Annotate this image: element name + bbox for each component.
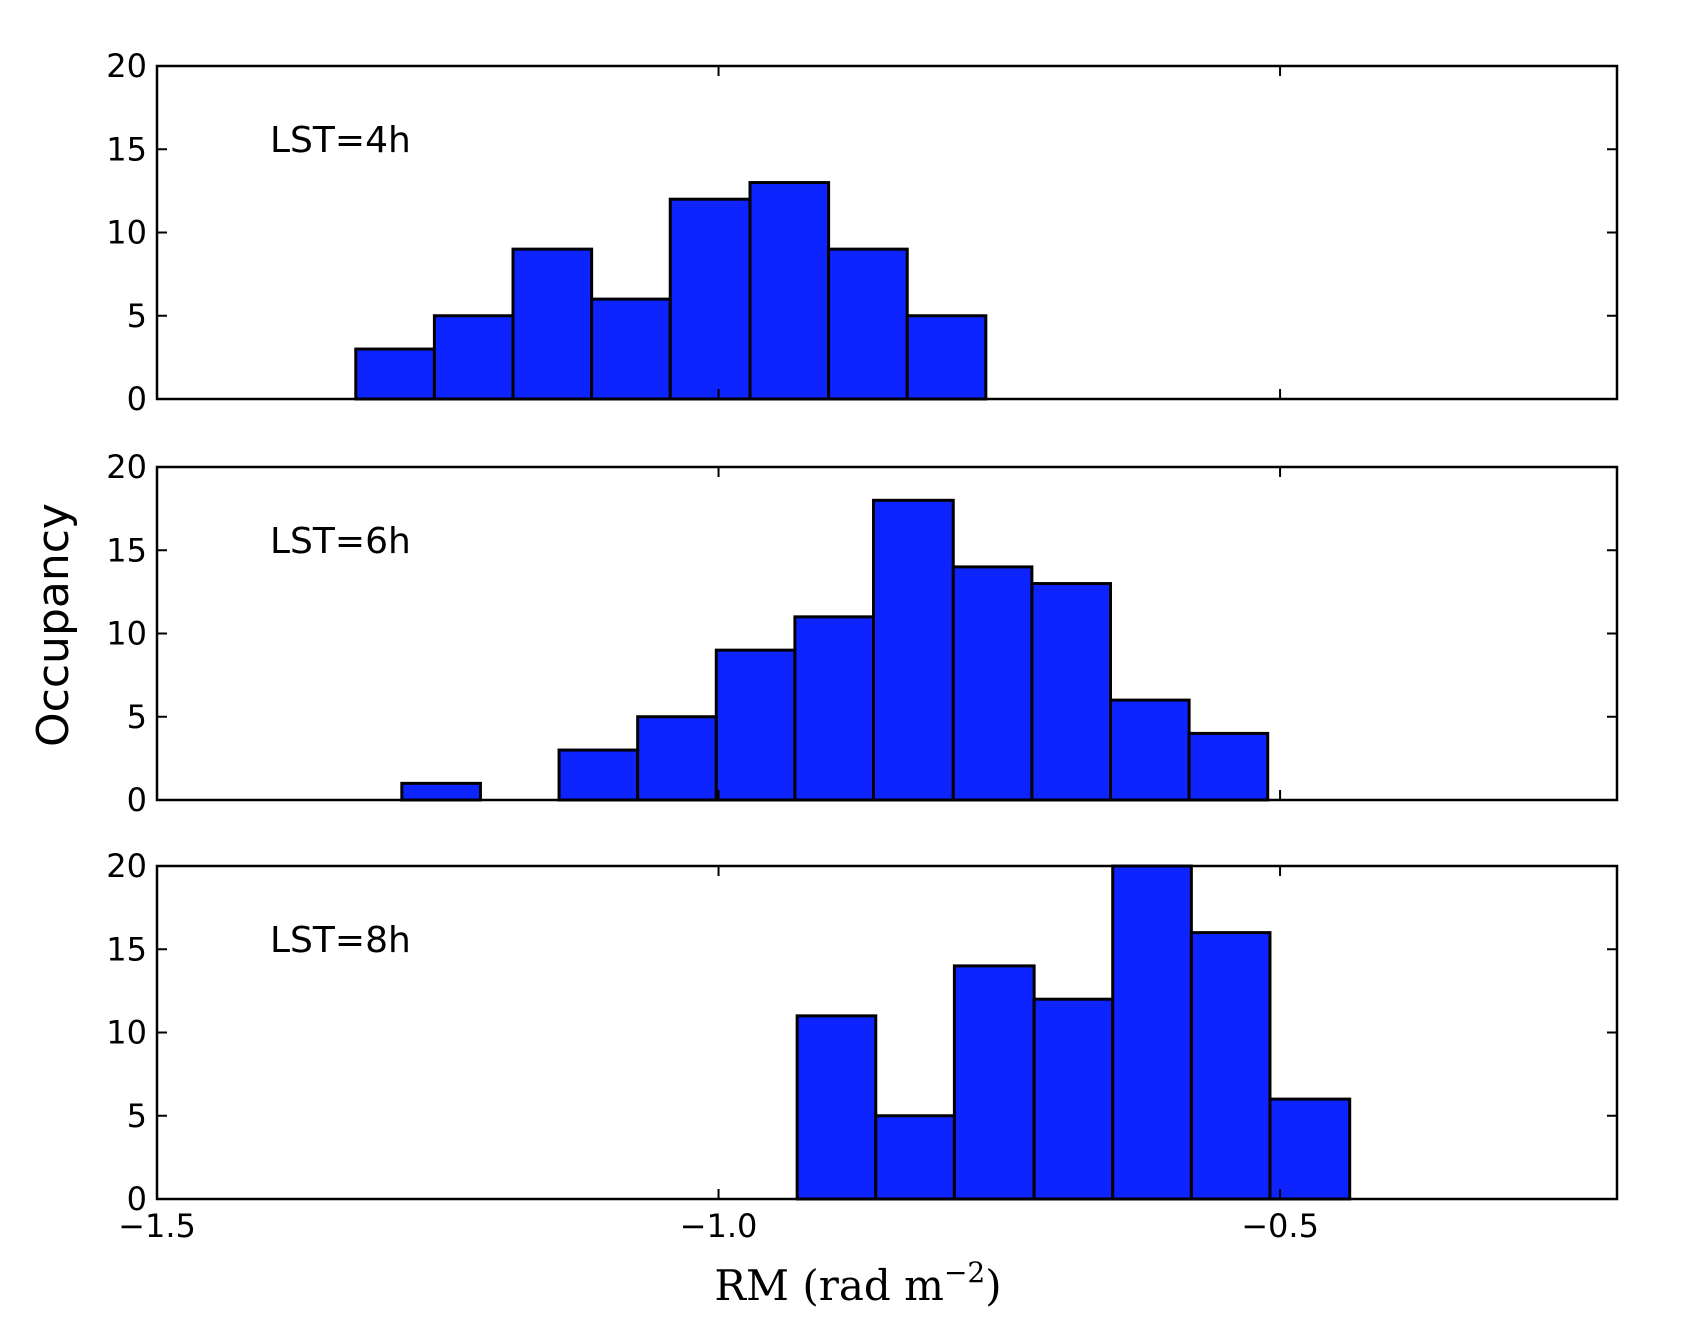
histogram-bar	[1030, 582, 1112, 802]
histogram-bar	[511, 247, 594, 401]
y-axis-label: Occupancy	[28, 503, 79, 747]
histogram-bar	[874, 1114, 956, 1201]
y-tick-label: 15	[106, 930, 147, 968]
panel-label: LST=8h	[270, 920, 411, 961]
panel-label: LST=6h	[270, 521, 411, 562]
histogram-bar	[1032, 997, 1115, 1201]
histogram-bar	[668, 197, 752, 401]
y-tick-label: 15	[106, 531, 147, 569]
histogram-bar	[1111, 864, 1193, 1201]
x-tick-label: −0.5	[1241, 1207, 1319, 1245]
histogram-bar	[432, 314, 515, 401]
y-tick-label: 10	[106, 1014, 147, 1052]
histogram-bar	[1189, 931, 1272, 1201]
y-tick-label: 5	[127, 698, 147, 736]
histogram-bar	[872, 498, 955, 802]
histogram-bar	[827, 247, 909, 401]
histogram-bar	[1108, 698, 1191, 802]
histogram-bar	[1268, 1097, 1352, 1201]
y-tick-label: 5	[127, 1097, 147, 1135]
y-tick-label: 5	[127, 297, 147, 335]
panel-1: 0 5 10 15 20 LST=4h	[106, 47, 1619, 418]
y-tick-label: 10	[106, 615, 147, 653]
x-axis-label: RM (rad m−2)	[714, 1256, 1001, 1310]
panel-label: LST=4h	[270, 120, 411, 161]
x-axis-label-exponent: −2	[944, 1256, 985, 1289]
histogram-bar	[714, 648, 797, 802]
histogram-bar	[1187, 731, 1270, 802]
x-axis-label-main: RM (rad m	[714, 1261, 944, 1310]
histogram-bar	[557, 748, 640, 802]
histogram-bar	[793, 615, 876, 802]
histogram-bar	[590, 297, 672, 401]
y-tick-label: 20	[106, 448, 147, 486]
histogram-bar	[905, 314, 988, 401]
y-tick-label: 20	[106, 47, 147, 85]
y-tick-label: 15	[106, 130, 147, 168]
histogram-bar	[354, 347, 436, 401]
histogram-bar	[795, 1014, 878, 1201]
y-tick-label: 0	[127, 1180, 147, 1218]
histogram-bar	[951, 565, 1034, 802]
histogram-bar	[400, 781, 482, 802]
y-tick-label: 0	[127, 781, 147, 819]
x-axis-label-close: )	[985, 1261, 1001, 1310]
y-tick-label: 10	[106, 214, 147, 252]
x-tick-label: −1.5	[118, 1207, 196, 1245]
panel-2: 0 5 10 15 20 LST=6h	[106, 448, 1619, 819]
y-tick-label: 20	[106, 847, 147, 885]
histogram-panels: 0 5 10 15 20 LST=4h 0 5 10 15 20 LST=6h 0 5 10 15 20 −1.5…	[106, 47, 1619, 1245]
y-tick-label: 0	[127, 380, 147, 418]
histogram-bar	[748, 181, 831, 401]
panel-3: 0 5 10 15 20 −1.5 −1.0 −0.5 LST=8h	[106, 847, 1619, 1245]
x-tick-label: −1.0	[680, 1207, 758, 1245]
histogram-bar	[952, 964, 1036, 1201]
histogram-bar	[636, 715, 718, 802]
